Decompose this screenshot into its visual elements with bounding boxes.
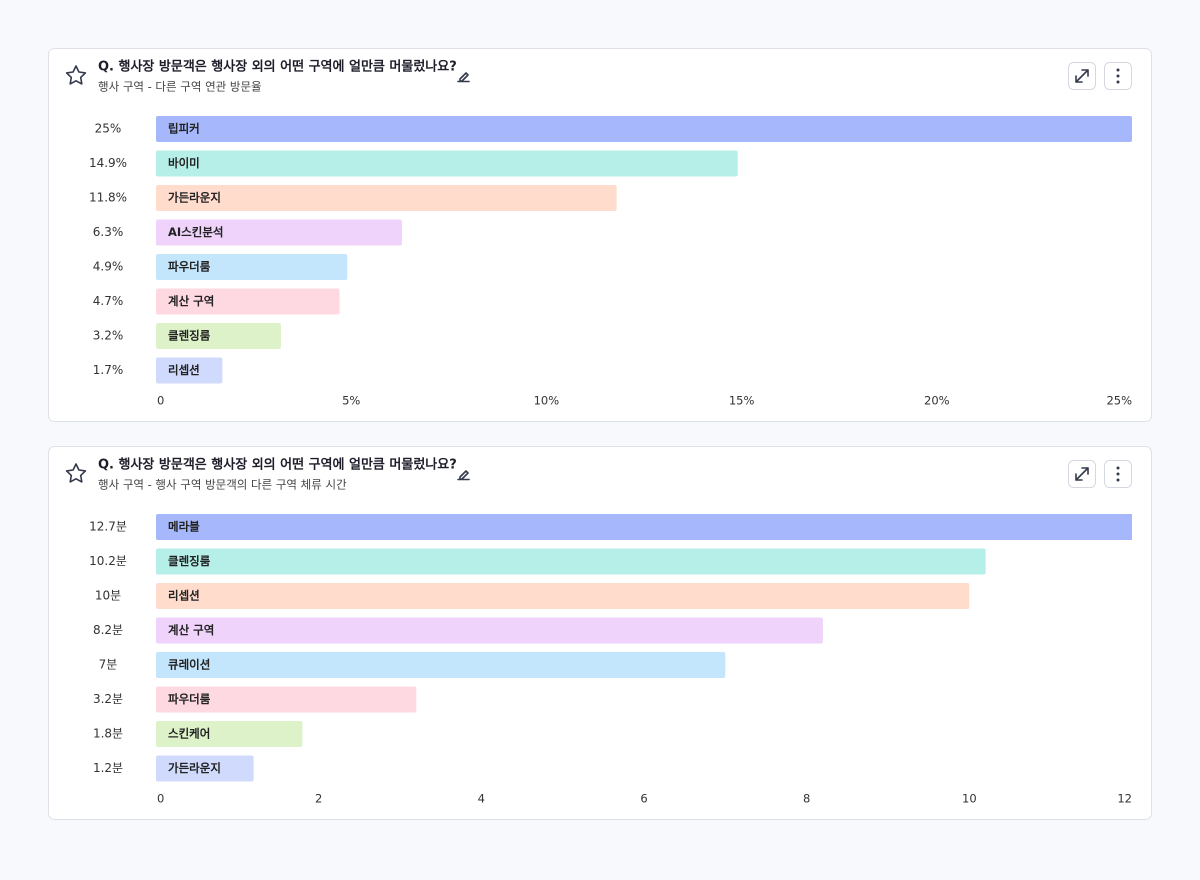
category-label: 가든라운지 xyxy=(168,191,221,205)
x-tick-label: 10% xyxy=(534,394,560,408)
value-label: 1.2분 xyxy=(93,761,123,775)
bar xyxy=(156,686,417,713)
value-label: 10분 xyxy=(95,589,121,603)
more-icon xyxy=(1116,466,1120,482)
card-subtitle: 행사 구역 - 행사 구역 방문객의 다른 구역 체류 시간 xyxy=(98,478,347,492)
x-tick-label: 20% xyxy=(924,394,950,408)
value-label: 1.8분 xyxy=(93,727,123,741)
category-label: 큐레이션 xyxy=(168,658,210,672)
bar xyxy=(156,357,223,384)
category-label: 리셉션 xyxy=(168,363,200,377)
card-title: Q. 행사장 방문객은 행사장 외의 어떤 구역에 얼만큼 머물렀나요? xyxy=(98,59,457,75)
category-label: 계산 구역 xyxy=(168,294,214,308)
bar xyxy=(156,514,1132,540)
more-icon xyxy=(1116,68,1120,84)
x-tick-label: 8 xyxy=(803,792,810,806)
expand-icon xyxy=(1075,467,1089,481)
bar xyxy=(156,548,986,575)
x-tick-label: 10 xyxy=(962,792,977,806)
value-label: 4.7% xyxy=(93,294,124,308)
value-label: 3.2% xyxy=(93,329,124,343)
category-label: 파우더룸 xyxy=(168,260,211,274)
value-label: 10.2분 xyxy=(89,554,127,568)
value-label: 6.3% xyxy=(93,225,124,239)
x-tick-label: 4 xyxy=(478,792,485,806)
x-tick-label: 2 xyxy=(315,792,322,806)
x-tick-label: 0 xyxy=(157,394,164,408)
category-label: 스킨케어 xyxy=(168,727,210,741)
expand-icon xyxy=(1075,69,1089,83)
x-tick-label: 25% xyxy=(1106,394,1132,408)
bar xyxy=(156,323,281,349)
edit-icon[interactable] xyxy=(457,72,470,83)
bar xyxy=(156,219,402,246)
category-label: 계산 구역 xyxy=(168,623,214,637)
value-label: 7분 xyxy=(99,658,118,672)
star-icon[interactable] xyxy=(65,463,87,483)
bar xyxy=(156,755,254,782)
x-tick-label: 5% xyxy=(342,394,360,408)
value-label: 4.9% xyxy=(93,260,124,274)
bar xyxy=(156,288,340,315)
bar xyxy=(156,150,738,177)
bar xyxy=(156,116,1132,142)
bar xyxy=(156,583,970,609)
category-label: 립피커 xyxy=(168,122,200,136)
category-label: 메라블 xyxy=(168,520,200,534)
category-label: AI스킨분석 xyxy=(168,225,224,239)
category-label: 클렌징룸 xyxy=(168,329,211,343)
edit-icon[interactable] xyxy=(457,470,470,481)
category-label: 바이미 xyxy=(168,156,200,170)
category-label: 파우더룸 xyxy=(168,692,211,706)
value-label: 1.7% xyxy=(93,363,124,377)
category-label: 클렌징룸 xyxy=(168,554,211,568)
value-label: 14.9% xyxy=(89,156,127,170)
star-icon[interactable] xyxy=(65,65,87,85)
value-label: 11.8% xyxy=(89,191,127,205)
x-tick-label: 12 xyxy=(1117,792,1132,806)
value-label: 8.2분 xyxy=(93,623,123,637)
category-label: 가든라운지 xyxy=(168,761,221,775)
x-tick-label: 15% xyxy=(729,394,755,408)
x-tick-label: 0 xyxy=(157,792,164,806)
category-label: 리셉션 xyxy=(168,589,200,603)
bar xyxy=(156,652,726,678)
bar xyxy=(156,617,823,644)
bar xyxy=(156,185,617,211)
card-subtitle: 행사 구역 - 다른 구역 연관 방문율 xyxy=(98,80,262,94)
value-label: 12.7분 xyxy=(89,520,127,534)
bar xyxy=(156,254,348,280)
card-title: Q. 행사장 방문객은 행사장 외의 어떤 구역에 얼만큼 머물렀나요? xyxy=(98,457,457,473)
x-tick-label: 6 xyxy=(640,792,647,806)
value-label: 25% xyxy=(95,122,122,136)
bar xyxy=(156,721,303,747)
value-label: 3.2분 xyxy=(93,692,123,706)
